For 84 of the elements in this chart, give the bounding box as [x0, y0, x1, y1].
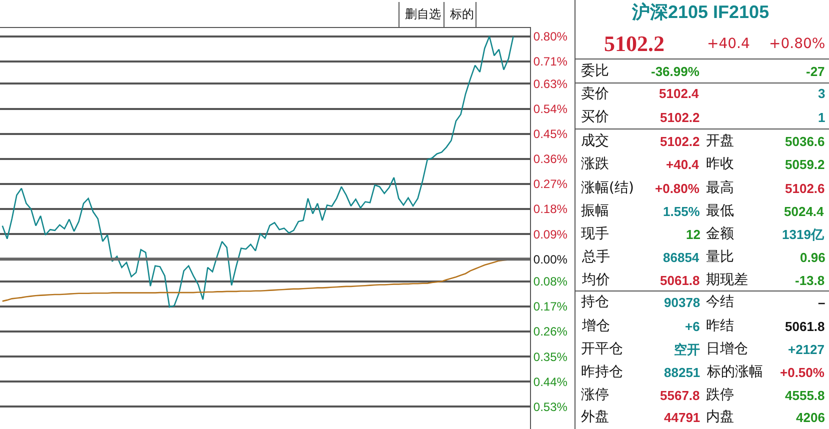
text: +0.80%	[769, 36, 826, 52]
text: -27	[806, 64, 825, 79]
y-tick-label: 0.00%	[533, 252, 568, 266]
text: 90378	[664, 295, 700, 310]
text: 5567.8	[660, 388, 700, 403]
text: 5102.2	[660, 110, 700, 125]
line-series	[2, 36, 514, 308]
text: +2127	[788, 342, 825, 357]
text: 金额	[706, 226, 734, 242]
text: 最低	[706, 203, 734, 219]
y-tick-label: 0.71%	[533, 54, 568, 69]
text: 3	[818, 86, 826, 101]
text: 5059.2	[785, 157, 825, 172]
text: 开盘	[706, 133, 734, 149]
y-tick-label: 0.54%	[533, 102, 568, 116]
text: 买价	[581, 109, 609, 125]
text: 量比	[706, 249, 734, 265]
text: 44791	[664, 410, 700, 425]
text: 0.96	[800, 250, 826, 265]
y-tick-label: 0.80%	[533, 30, 568, 44]
text: 卖价	[581, 86, 609, 102]
text: 振幅	[581, 203, 609, 219]
text: 持仓	[581, 294, 609, 310]
text: 现手	[581, 226, 609, 242]
y-tick-label: 0.45%	[533, 127, 568, 142]
text: 5102.4	[659, 86, 700, 101]
text: 1319亿	[782, 227, 825, 242]
text: 今结	[706, 294, 734, 310]
text: 开平仓	[581, 341, 623, 357]
text: +40.4	[707, 36, 750, 52]
text: 12	[686, 227, 700, 242]
y-tick-label: 0.09%	[533, 227, 568, 242]
text: 4555.8	[785, 388, 825, 403]
text: 5061.8	[660, 273, 700, 288]
text: 涨幅(结)	[581, 180, 634, 196]
text: 5024.4	[784, 204, 825, 219]
text: 1.55%	[663, 204, 700, 219]
text: 5036.6	[785, 134, 825, 149]
text: 5102.2	[660, 134, 700, 149]
text: -13.8	[795, 273, 825, 288]
text: 86854	[663, 250, 700, 265]
text: 88251	[664, 365, 700, 380]
text: 期现差	[706, 272, 748, 288]
y-tick-label: 0.53%	[533, 400, 568, 414]
text: +0.50%	[780, 365, 825, 380]
text: 标的涨幅	[706, 364, 763, 380]
y-tick-label: 0.35%	[533, 350, 568, 364]
text: 日增仓	[706, 341, 748, 357]
text: 成交	[581, 133, 609, 149]
text: 增仓	[581, 318, 610, 334]
text: 总手	[581, 249, 610, 265]
y-tick-label: 0.63%	[533, 76, 568, 91]
text: 空开	[674, 342, 700, 357]
text: -36.99%	[651, 64, 700, 79]
text: 5061.8	[785, 319, 825, 334]
y-tick-label: 0.36%	[533, 152, 568, 166]
text: +6	[685, 319, 700, 334]
text: +40.4	[666, 157, 700, 172]
text: 沪深2105 IF2105	[631, 2, 770, 22]
y-tick-label: 0.27%	[533, 177, 568, 192]
text: 委比	[581, 63, 609, 79]
y-tick-label: 0.18%	[533, 202, 568, 216]
text: 5102.2	[604, 31, 664, 56]
text: 标的	[449, 7, 474, 21]
text: 昨收	[706, 156, 734, 172]
text: 内盘	[706, 409, 734, 425]
text: –	[818, 295, 826, 310]
text: 4206	[796, 410, 825, 425]
text: 最高	[706, 180, 734, 196]
y-tick-label: 0.08%	[533, 274, 568, 289]
text: 涨跌	[581, 156, 609, 172]
text: 5102.6	[785, 181, 825, 196]
text: 涨停	[581, 387, 609, 403]
text: 昨结	[706, 318, 734, 334]
text: 昨持仓	[581, 364, 623, 380]
text: 外盘	[581, 409, 609, 425]
text: 删自选	[405, 7, 441, 21]
text: 均价	[581, 272, 610, 288]
text: 1	[818, 110, 826, 125]
text: 跌停	[706, 387, 734, 403]
y-tick-label: 0.26%	[533, 324, 568, 339]
y-tick-label: 0.17%	[533, 300, 568, 314]
y-tick-label: 0.44%	[533, 374, 568, 389]
text: +0.80%	[655, 181, 700, 196]
